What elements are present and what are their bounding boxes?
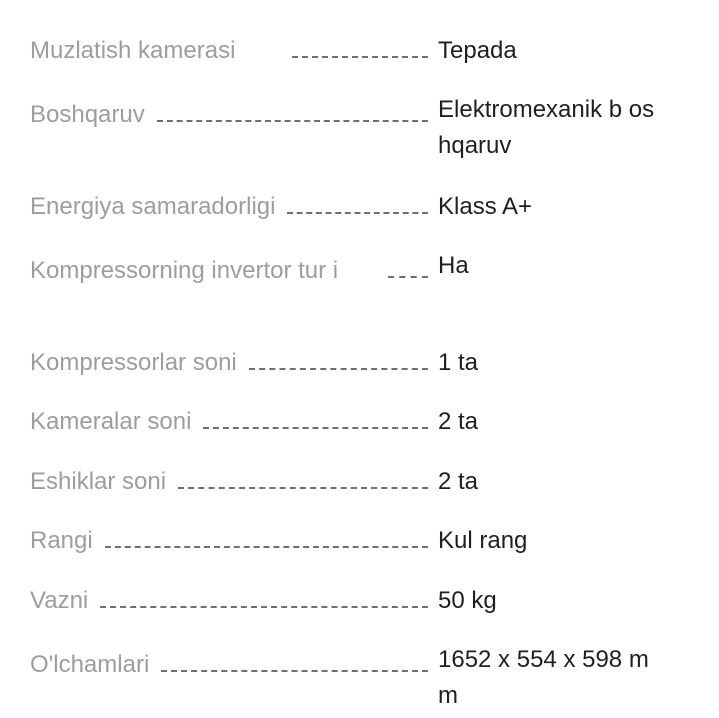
spec-row-chambers: Kameralar soni 2 ta bbox=[30, 404, 670, 440]
dotted-leader bbox=[203, 427, 428, 429]
spec-value: 50 kg bbox=[438, 587, 497, 614]
spec-value: 2 ta bbox=[438, 468, 479, 495]
dotted-leader bbox=[248, 368, 428, 370]
spec-row-inverter: Kompressorning invertor tur i Ha bbox=[30, 248, 670, 289]
spec-label: Kameralar soni bbox=[30, 408, 192, 435]
spec-row-dimensions: O'lchamlari 1652 x 554 x 598 mm bbox=[30, 642, 670, 714]
dotted-leader bbox=[178, 487, 428, 489]
spec-row-color: Rangi Kul rang bbox=[30, 523, 670, 559]
spec-row-weight: Vazni 50 kg bbox=[30, 583, 670, 619]
spec-label: Boshqaruv bbox=[30, 101, 145, 128]
dotted-leader bbox=[388, 276, 428, 278]
spec-row-doors: Eshiklar soni 2 ta bbox=[30, 464, 670, 500]
spec-row-energy: Energiya samaradorligi Klass A+ bbox=[30, 189, 670, 225]
spec-value: 1652 x 554 x 598 mm bbox=[438, 646, 649, 709]
spec-label: Eshiklar soni bbox=[30, 468, 167, 495]
spec-value: Kul rang bbox=[438, 527, 528, 554]
spec-label: Energiya samaradorligi bbox=[30, 193, 276, 220]
spec-row-compressors: Kompressorlar soni 1 ta bbox=[30, 345, 670, 381]
spec-label: Rangi bbox=[30, 527, 93, 554]
spec-value: Klass A+ bbox=[438, 193, 533, 220]
spec-label: Vazni bbox=[30, 587, 89, 614]
dotted-leader bbox=[161, 670, 428, 672]
spec-value: Tepada bbox=[438, 37, 517, 64]
spec-label: Kompressorlar soni bbox=[30, 349, 237, 376]
spec-value: 2 ta bbox=[438, 408, 479, 435]
dotted-leader bbox=[287, 212, 428, 214]
dotted-leader bbox=[104, 546, 428, 548]
spec-row-freezer: Muzlatish kamerasi Tepada bbox=[30, 33, 670, 69]
dotted-leader bbox=[292, 56, 428, 58]
spec-value: Ha bbox=[438, 252, 469, 279]
spec-value: 1 ta bbox=[438, 349, 479, 376]
dotted-leader bbox=[156, 120, 428, 122]
spec-label: Kompressorning invertor tur i bbox=[30, 257, 339, 284]
spec-value: Elektromexanik b oshqaruv bbox=[438, 96, 655, 159]
spec-label: O'lchamlari bbox=[30, 651, 150, 678]
spec-row-control: Boshqaruv Elektromexanik b oshqaruv bbox=[30, 92, 670, 164]
dotted-leader bbox=[100, 606, 428, 608]
spec-label: Muzlatish kamerasi bbox=[30, 37, 236, 64]
